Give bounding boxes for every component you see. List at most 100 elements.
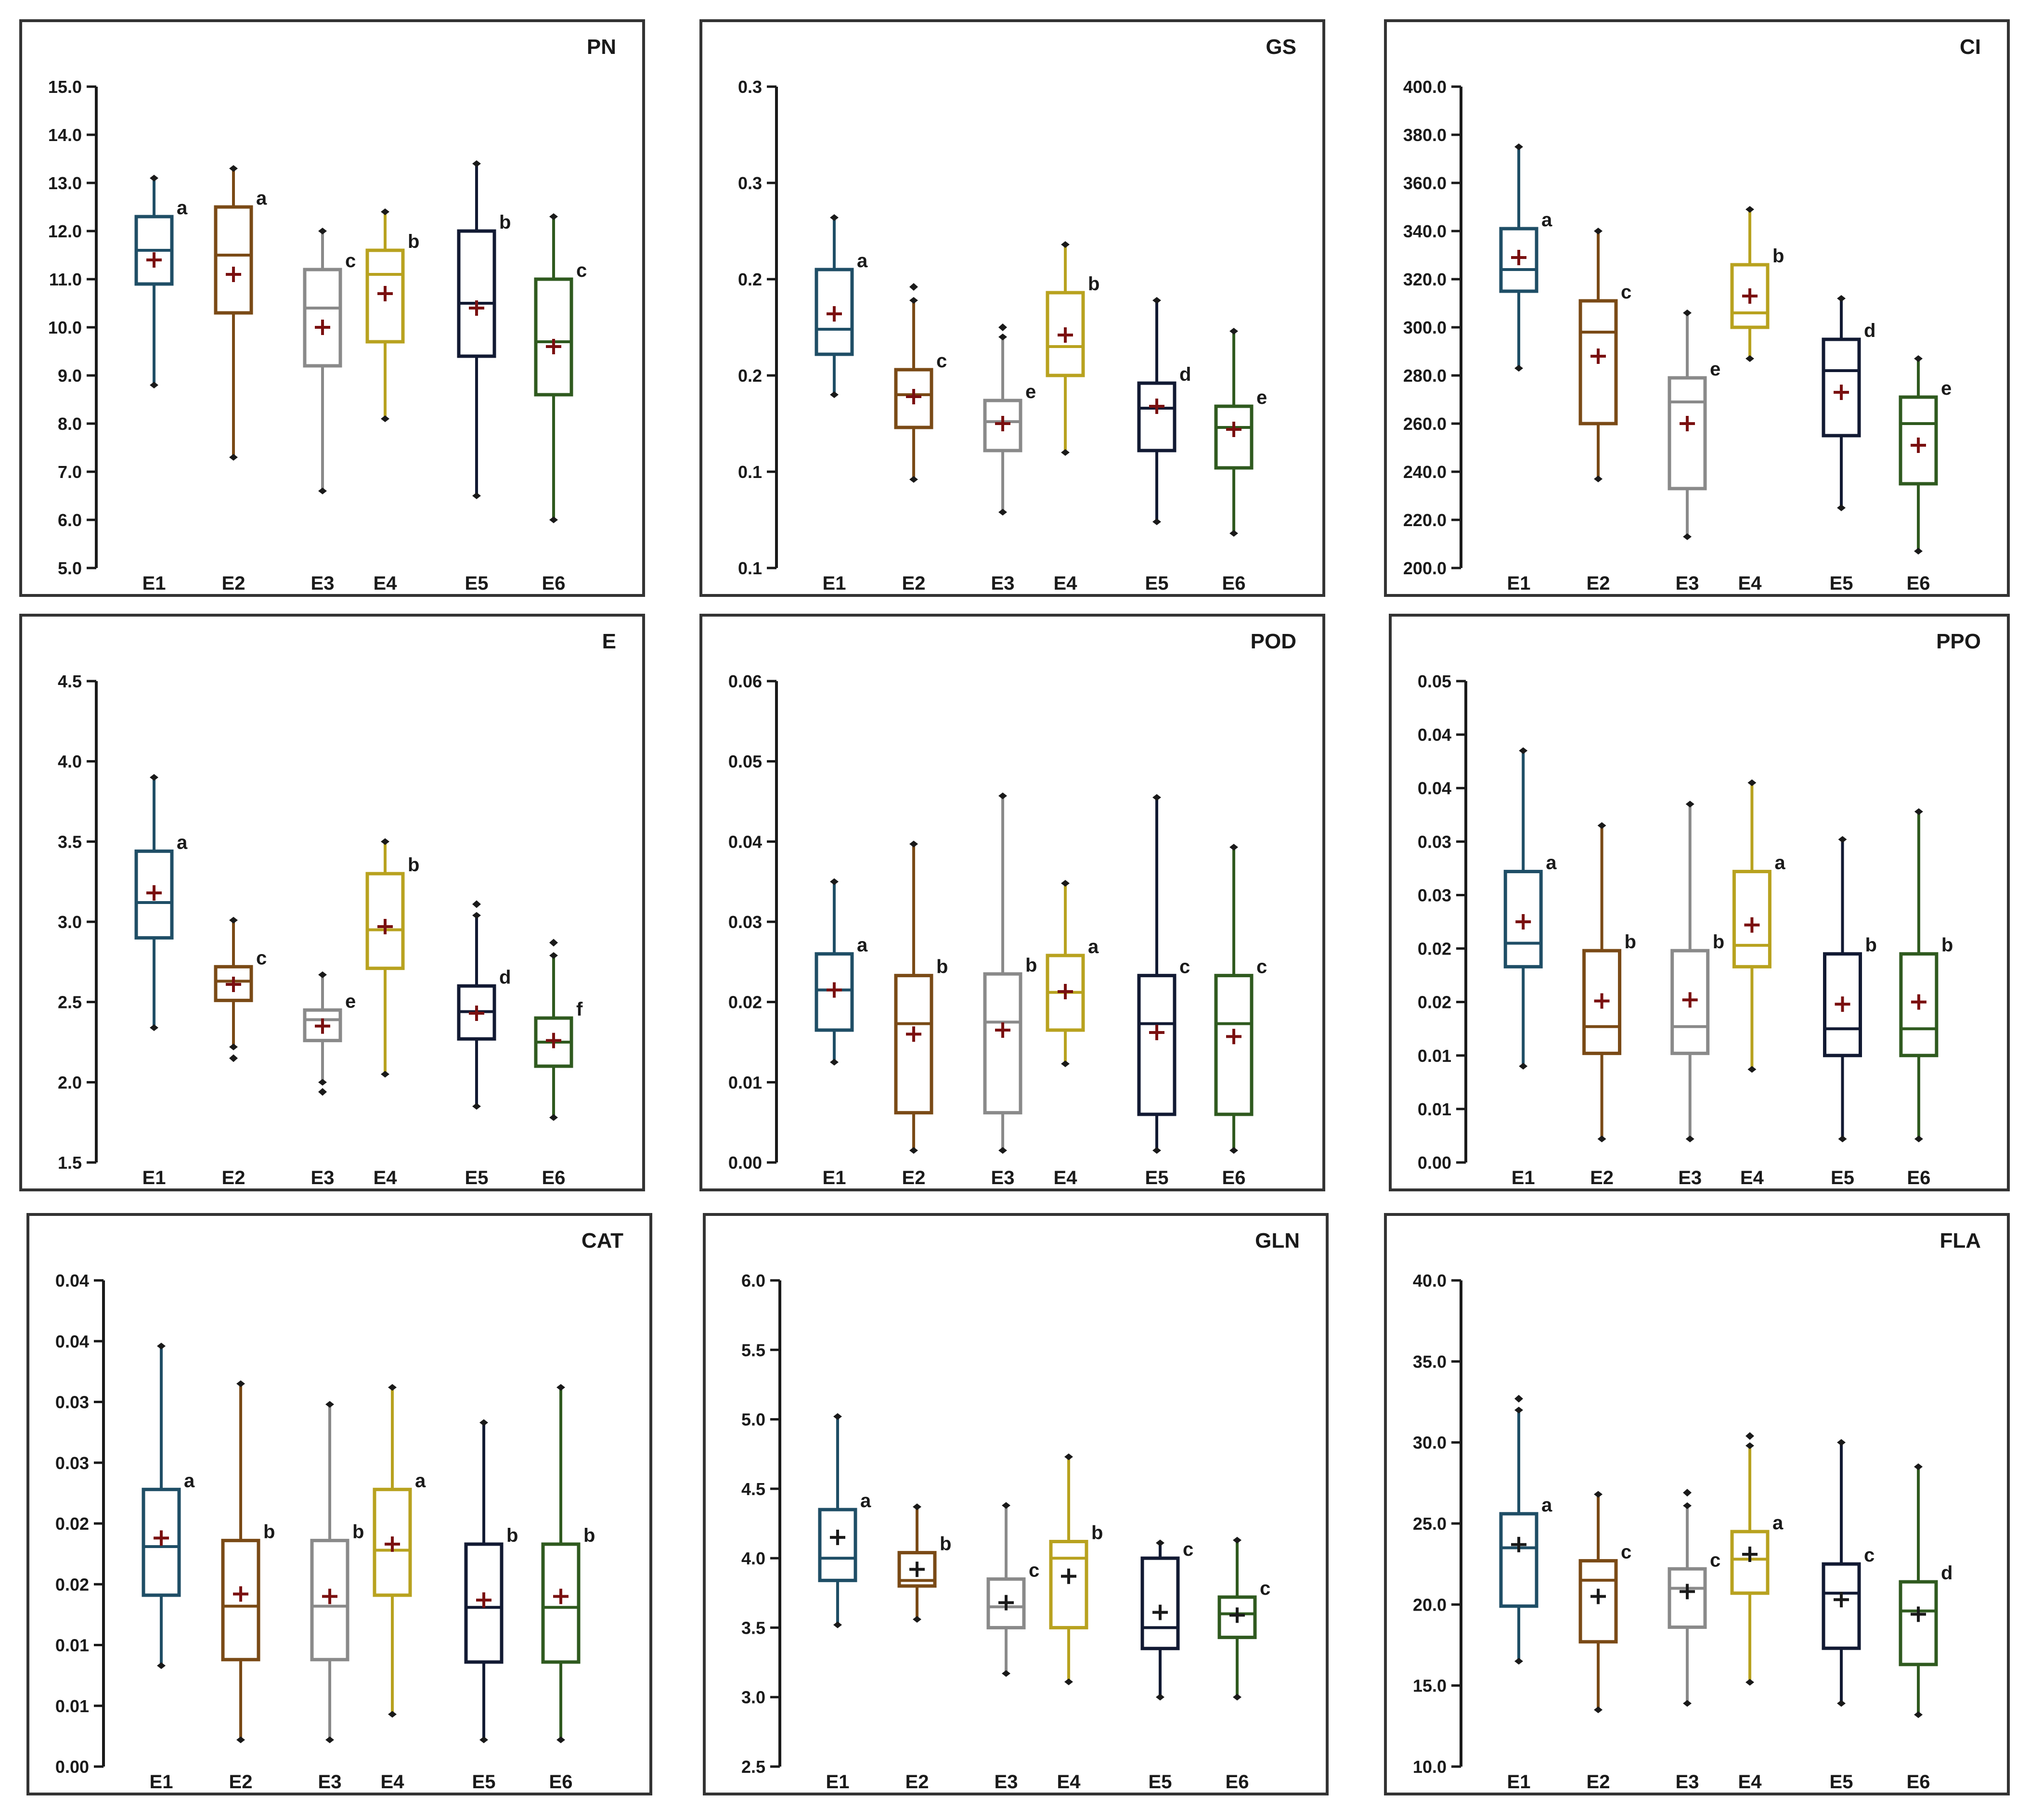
chart-gs: GS 0.1 0.1 0.2 0.2 0.3 0.3 a E1 c E2 e E3 b E4 d E5 e E6 [699,19,1325,597]
mean-marker-e2 [1594,993,1610,1009]
x-tick-label-e4: E4 [374,1167,398,1188]
cap-max-e3 [998,792,1007,800]
mean-marker-e4 [1742,1546,1758,1562]
cap-min-e2 [236,1736,245,1743]
sig-letter-e5: b [506,1525,518,1546]
y-tick-label: 35.0 [1413,1352,1447,1371]
panel-e: E 1.5 2.0 2.5 3.0 3.5 4.0 4.5 a E1 c E2 e E3 b E4 d E5 f E6 [19,614,645,1191]
mean-marker-e1 [146,252,162,268]
x-tick-label-e2: E2 [222,573,246,594]
mean-marker-e1 [827,982,842,998]
cap-min-e3 [1683,533,1692,540]
cap-min-e6 [549,516,558,523]
cap-min-e4 [388,1711,397,1718]
mean-marker-e5 [1834,385,1849,400]
y-tick-label: 400.0 [1403,77,1447,97]
y-tick-label: 0.01 [1418,1099,1451,1119]
outlier-e3 [998,323,1007,331]
sig-letter-e1: a [177,197,188,219]
cap-max-e3 [318,971,327,978]
mean-marker-e5 [1835,996,1850,1012]
cap-max-e5 [479,1419,488,1426]
mean-marker-e6 [553,1588,569,1604]
chart-title: GS [1266,35,1296,59]
y-tick-label: 14.0 [48,125,82,145]
x-tick-label-e2: E2 [1587,1771,1610,1793]
x-tick-label-e2: E2 [1587,573,1610,594]
x-tick-label-e3: E3 [318,1771,342,1793]
y-tick-label: 15.0 [1413,1676,1447,1696]
outlier-e3 [318,1088,327,1096]
box-e6 [1899,1580,1938,1666]
cap-min-e6 [549,1114,558,1121]
y-tick-label: 320.0 [1403,270,1447,289]
cap-min-e5 [1837,504,1846,511]
cap-min-e4 [1747,1066,1757,1073]
cap-max-e3 [325,1401,334,1408]
cap-max-e4 [1746,206,1754,213]
box-e2 [894,974,933,1115]
cap-max-e1 [150,774,158,781]
y-tick-label: 6.0 [58,510,82,530]
cap-min-e2 [913,1616,921,1623]
cap-min-e6 [1914,1136,1923,1143]
sig-letter-e3: c [345,250,356,271]
sig-letter-e5: d [1864,320,1875,341]
chart-e: E 1.5 2.0 2.5 3.0 3.5 4.0 4.5 a E1 c E2 e E3 b E4 d E5 f E6 [19,614,645,1191]
box-e5 [457,229,496,358]
cap-max-e4 [388,1384,397,1391]
mean-marker-e6 [1911,1606,1926,1622]
cap-min-e5 [472,492,481,499]
y-tick-label: 2.5 [58,993,82,1012]
cap-max-e5 [1152,794,1161,801]
y-tick-label: 200.0 [1403,558,1447,578]
outlier-e6 [549,939,558,947]
x-tick-label-e5: E5 [1145,1167,1169,1188]
cap-max-e2 [229,165,238,172]
sig-letter-e4: b [1088,273,1099,295]
panel-frame [703,1213,1329,1795]
y-tick-label: 4.0 [58,752,82,772]
panel-frame [26,1213,652,1795]
y-tick-label: 0.03 [1418,832,1451,852]
x-tick-label-e5: E5 [472,1771,496,1793]
cap-min-e4 [1064,1678,1073,1685]
x-tick-label-e4: E4 [1740,1167,1764,1188]
x-tick-label-e5: E5 [1145,573,1169,594]
mean-marker-e2 [233,1586,248,1602]
box-e2 [1578,299,1618,426]
panel-fla: FLA 10.0 15.0 20.0 25.0 30.0 35.0 40.0 a E1 c E2 c E3… [1384,1213,2010,1795]
outlier-e2 [909,283,918,291]
mean-marker-e1 [830,1529,845,1545]
x-tick-label-e1: E1 [1512,1167,1535,1188]
mean-marker-e3 [315,320,330,335]
y-tick-label: 0.02 [728,993,762,1012]
y-tick-label: 5.0 [58,558,82,578]
y-tick-label: 0.04 [55,1331,89,1351]
mean-marker-e6 [1226,422,1241,437]
x-tick-label-e6: E6 [1226,1771,1249,1793]
x-tick-label-e4: E4 [374,573,398,594]
cap-min-e3 [1002,1670,1010,1677]
y-tick-label: 2.0 [58,1072,82,1092]
box-e5 [1140,1556,1180,1651]
mean-marker-e3 [1682,992,1698,1008]
chart-pn: PN 5.0 6.0 7.0 8.0 9.0 10.0 11.0 12.0 13.0 14.0 15.… [19,19,645,597]
panel-frame [1384,19,2010,597]
cap-min-e4 [1746,355,1754,362]
panel-cat: CAT 0.00 0.01 0.01 0.02 0.02 0.03 0.03 0.04 0.04 a… [26,1213,652,1795]
cap-max-e4 [1746,1442,1754,1449]
sig-letter-e1: a [857,250,868,271]
x-tick-label-e3: E3 [311,1167,335,1188]
mean-marker-e1 [1511,250,1526,265]
cap-min-e3 [1683,1700,1692,1707]
y-tick-label: 6.0 [741,1271,765,1291]
x-tick-label-e6: E6 [1907,1167,1930,1188]
sig-letter-e4: a [415,1470,426,1491]
cap-min-e5 [1156,1693,1164,1701]
cap-max-e4 [381,208,389,215]
cap-max-e5 [1837,1439,1846,1446]
x-tick-label-e4: E4 [1054,573,1078,594]
cap-min-e6 [1233,1693,1241,1701]
y-tick-label: 0.2 [738,366,762,386]
